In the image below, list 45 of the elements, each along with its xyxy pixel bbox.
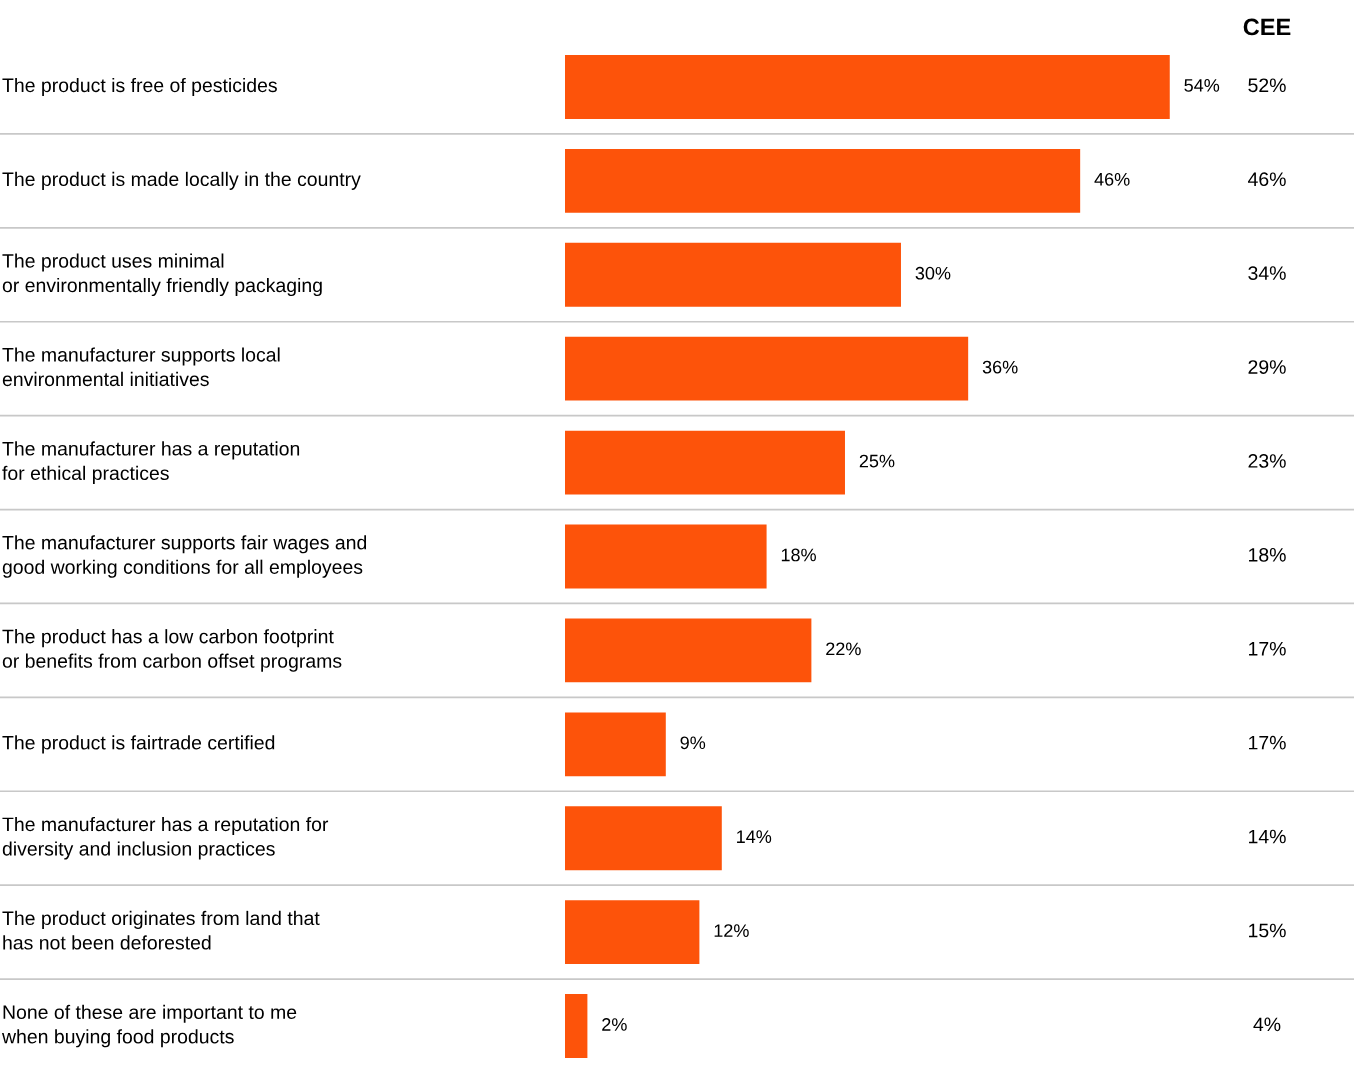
bar bbox=[565, 618, 812, 683]
bar bbox=[565, 712, 666, 777]
text: 23% bbox=[1248, 454, 1286, 468]
text: 52% bbox=[1248, 78, 1286, 93]
y-tick-label: None of these are important to me when buying food products bbox=[1, 1004, 297, 1048]
y-tick-label: The product is made locally in the country bbox=[2, 171, 361, 190]
y-tick-label: The product is fairtrade certified bbox=[2, 735, 275, 754]
text: 4% bbox=[1253, 1017, 1281, 1032]
y-tick-label: The manufacturer supports local environmental initiatives bbox=[2, 347, 280, 387]
bar bbox=[565, 430, 845, 495]
bar bbox=[565, 994, 588, 1058]
text: 34% bbox=[1248, 266, 1286, 280]
data-label: 14% bbox=[737, 830, 772, 843]
text: 14% bbox=[1249, 829, 1286, 844]
text: 18% bbox=[1249, 547, 1286, 562]
text: CEE bbox=[1243, 18, 1291, 36]
bar bbox=[565, 148, 1081, 213]
y-tick-label: The product has a low carbon footprint or benefits from carbon offset programs bbox=[2, 629, 342, 672]
y-tick-label: The manufacturer has a reputation for ethical practices bbox=[2, 441, 300, 484]
data-label: 36% bbox=[982, 360, 1018, 374]
bar bbox=[565, 524, 767, 589]
text: 17% bbox=[1249, 641, 1286, 656]
bar bbox=[565, 55, 1170, 119]
data-label: 18% bbox=[781, 548, 816, 562]
text: 46% bbox=[1247, 172, 1286, 187]
data-label: 22% bbox=[826, 642, 861, 656]
y-tick-label: The product is free of pesticides bbox=[2, 77, 277, 97]
text: 29% bbox=[1248, 360, 1286, 374]
data-label: 46% bbox=[1094, 172, 1130, 186]
bar bbox=[565, 242, 901, 307]
data-label: 54% bbox=[1184, 79, 1220, 92]
data-label: 25% bbox=[859, 454, 895, 468]
y-tick-label: The manufacturer has a reputation for diversity and inclusion practices bbox=[2, 816, 329, 860]
data-label: 2% bbox=[602, 1018, 627, 1031]
y-tick-label: The manufacturer supports fair wages and good working conditions for all employees bbox=[2, 535, 367, 578]
data-label: 30% bbox=[915, 266, 951, 280]
data-label: 9% bbox=[680, 736, 706, 750]
bar bbox=[565, 336, 969, 401]
y-tick-label: The product uses minimal or environmentally friendly packaging bbox=[2, 253, 322, 297]
bar bbox=[565, 806, 722, 871]
y-tick-label: The product originates from land that has not been deforested bbox=[2, 910, 320, 950]
text: 15% bbox=[1249, 923, 1286, 938]
text: 17% bbox=[1249, 735, 1286, 750]
data-label: 12% bbox=[714, 924, 749, 937]
bar bbox=[565, 900, 700, 965]
